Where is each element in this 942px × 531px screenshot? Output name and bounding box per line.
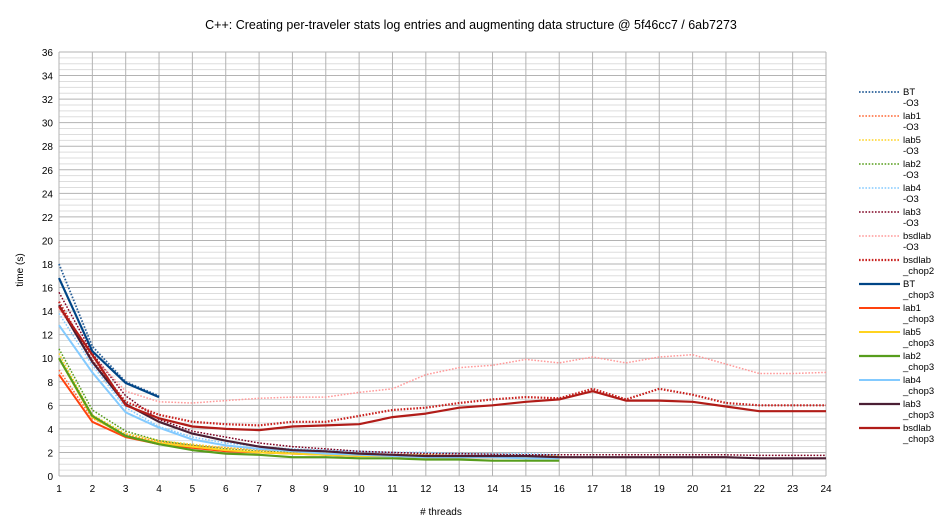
legend-label-2: lab5 [903,135,921,146]
x-tick-label: 9 [323,484,329,495]
legend: BT-O3lab1-O3lab5-O3lab2-O3lab4-O3lab3-O3… [859,87,934,445]
legend-label-13: lab3 [903,399,921,410]
y-tick-label: 4 [47,425,53,436]
legend-label-suffix-8: _chop3 [902,290,934,301]
y-tick-label: 32 [42,95,54,106]
x-tick-label: 10 [354,484,366,495]
legend-label-7: bsdlab [903,255,931,266]
series-line-13 [58,304,826,460]
legend-label-5: lab3 [903,207,921,218]
y-tick-label: 16 [42,284,54,295]
y-tick-label: 36 [42,48,54,59]
x-tick-label: 20 [687,484,699,495]
legend-label-6: bsdlab [903,231,931,242]
x-tick-label: 19 [654,484,666,495]
legend-label-suffix-12: _chop3 [902,386,934,397]
x-tick-label: 1 [56,484,62,495]
x-tick-label: 11 [387,484,398,495]
y-tick-label: 14 [42,307,54,318]
series-line-12 [58,324,560,460]
legend-label-1: lab1 [903,111,921,122]
x-axis-label: # threads [420,507,462,518]
y-tick-label: 20 [42,236,54,247]
x-tick-label: 22 [754,484,766,495]
y-tick-label: 26 [42,166,54,177]
y-tick-label: 0 [47,472,53,483]
y-tick-label: 22 [42,213,54,224]
y-tick-label: 34 [42,72,54,83]
legend-label-suffix-5: -O3 [903,218,919,229]
legend-label-12: lab4 [903,375,921,386]
series-line-8 [57,277,160,399]
series-line-14 [58,305,826,432]
legend-label-3: lab2 [903,159,921,170]
x-tick-label: 16 [554,484,566,495]
x-tick-label: 4 [156,484,162,495]
x-tick-label: 23 [787,484,799,495]
y-tick-label: 12 [42,331,54,342]
y-tick-label: 6 [47,401,53,412]
legend-label-suffix-4: -O3 [903,194,919,205]
y-axis-label: time (s) [15,253,26,286]
legend-label-suffix-7: _chop2 [902,266,934,277]
x-tick-label: 18 [620,484,632,495]
legend-label-suffix-6: -O3 [903,242,919,253]
y-tick-label: 10 [42,354,54,365]
x-tick-label: 2 [90,484,96,495]
chart-title: C++: Creating per-traveler stats log ent… [205,18,737,32]
x-tick-label: 5 [190,484,196,495]
series-line-7 [58,301,826,427]
y-tick-label: 24 [42,189,54,200]
series-line-5 [58,291,826,457]
legend-label-suffix-10: _chop3 [902,338,934,349]
y-tick-label: 28 [42,142,54,153]
legend-label-suffix-3: -O3 [903,170,919,181]
legend-label-suffix-11: _chop3 [902,362,934,373]
series-line-4 [58,313,560,456]
x-tick-label: 24 [820,484,832,495]
legend-label-10: lab5 [903,327,921,338]
x-tick-label: 14 [487,484,499,495]
y-tick-label: 2 [47,448,53,459]
x-tick-label: 12 [420,484,432,495]
series-lines [57,263,827,462]
x-tick-label: 13 [454,484,466,495]
legend-label-suffix-14: _chop3 [902,434,934,445]
series-line-0 [58,263,160,397]
x-tick-label: 8 [290,484,296,495]
legend-label-11: lab2 [903,351,921,362]
series-line-11 [58,357,560,462]
legend-label-9: lab1 [903,303,921,314]
legend-label-suffix-13: _chop3 [902,410,934,421]
legend-label-suffix-1: -O3 [903,122,919,133]
y-tick-label: 30 [42,119,54,130]
series-line-1 [58,369,560,457]
legend-label-8: BT [903,279,915,290]
legend-label-suffix-2: -O3 [903,146,919,157]
x-tick-label: 15 [520,484,532,495]
legend-label-14: bsdlab [903,423,931,434]
x-tick-label: 3 [123,484,129,495]
x-tick-label: 17 [587,484,599,495]
y-tick-label: 8 [47,378,53,389]
y-tick-label: 18 [42,260,54,271]
x-tick-label: 6 [223,484,229,495]
legend-label-0: BT [903,87,915,98]
legend-label-4: lab4 [903,183,921,194]
x-tick-label: 7 [256,484,262,495]
legend-label-suffix-0: -O3 [903,98,919,109]
legend-label-suffix-9: _chop3 [902,314,934,325]
x-tick-label: 21 [720,484,732,495]
